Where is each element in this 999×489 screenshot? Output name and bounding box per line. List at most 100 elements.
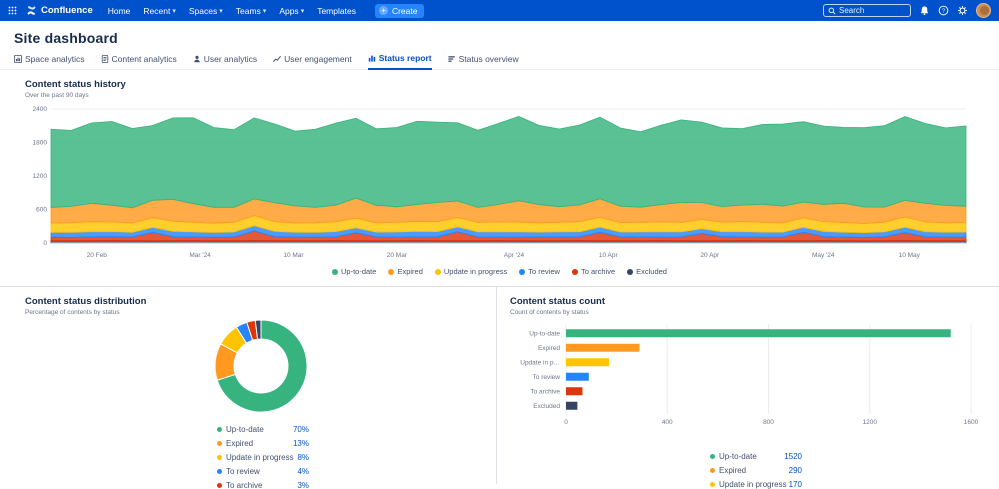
legend-to-archive[interactable]: To archive [571,267,615,276]
search-icon [828,2,836,20]
svg-text:800: 800 [763,419,774,426]
list-item: Up-to-date 1520 [710,449,802,463]
svg-text:Mar '24: Mar '24 [189,252,211,259]
tab-user-analytics[interactable]: User analytics [193,53,257,69]
list-item: Expired 13% [217,436,309,450]
logo-text: Confluence [41,5,93,16]
confluence-logo[interactable]: Confluence [26,5,93,16]
svg-text:Expired: Expired [538,345,560,352]
legend-dot [571,268,578,275]
distribution-subtitle: Percentage of contents by status [25,309,120,316]
nav-item-teams[interactable]: Teams ▾ [235,5,267,16]
svg-text:Apr '24: Apr '24 [504,252,525,259]
user-avatar[interactable] [976,3,991,18]
status-distribution-donut-chart[interactable] [161,318,361,414]
nav-item-spaces[interactable]: Spaces ▾ [188,5,223,16]
bar-chart-legend: Up-to-date 1520 Expired 290 Update in prog… [710,449,802,489]
svg-text:1600: 1600 [964,419,979,426]
help-icon[interactable]: ? [938,5,949,16]
legend-dot [332,268,338,275]
search-input[interactable] [839,6,909,15]
svg-text:To review: To review [533,374,561,381]
content-status-distribution-section: Content status distribution Percentage o… [0,287,497,489]
svg-text:1800: 1800 [33,140,48,147]
svg-text:10 May: 10 May [899,252,921,259]
svg-text:To archive: To archive [530,389,560,396]
search-box[interactable] [823,4,911,17]
nav-item-templates[interactable]: Templates [317,5,356,16]
legend-dot [710,481,715,487]
page-title: Site dashboard [14,30,118,46]
app-switcher-icon[interactable] [8,6,17,15]
user-engagement-icon [273,55,282,62]
svg-text:Update in p…: Update in p… [520,360,560,367]
legend-dot [217,482,222,488]
status-count-bar-chart[interactable]: 0 400 800 1200 1600 Up-to-date Expired Update i… [510,322,990,434]
svg-text:Up-to-date: Up-to-date [529,331,560,338]
svg-text:10 Mar: 10 Mar [283,252,304,259]
main-nav-links: Home Recent ▾ Spaces ▾ Teams ▾ Apps ▾ Templa… [108,6,356,16]
top-navigation: Confluence Home Recent ▾ Spaces ▾ Teams ▾ A… [0,0,999,21]
content-status-count-section: Content status count Count of contents b… [497,287,999,489]
chevron-down-icon: ▾ [219,7,223,15]
legend-to-review[interactable]: To review [519,267,560,276]
legend-dot [710,453,715,459]
legend-excluded[interactable]: Excluded [627,267,667,276]
legend-dot [434,268,441,275]
analytics-tabs: Space analytics Content analytics User a… [0,53,999,70]
svg-text:May '24: May '24 [812,252,835,259]
list-item: To archive 3% [217,478,309,489]
svg-text:?: ? [942,9,946,15]
svg-text:20 Apr: 20 Apr [700,252,720,259]
svg-text:20 Mar: 20 Mar [387,252,408,259]
svg-text:10 Apr: 10 Apr [599,252,619,259]
notifications-bell-icon[interactable] [919,5,930,16]
donut-legend: Up-to-date 70% Expired 13% Update in progr… [217,422,309,489]
svg-text:1200: 1200 [33,173,48,180]
nav-item-recent[interactable]: Recent ▾ [143,5,176,16]
status-report-icon [368,55,375,62]
legend-dot [217,468,222,474]
tab-content-analytics[interactable]: Content analytics [101,53,177,69]
svg-text:600: 600 [36,207,47,214]
legend-dot [710,467,715,473]
list-item: Up-to-date 70% [217,422,309,436]
svg-text:20 Feb: 20 Feb [87,252,108,259]
create-button[interactable]: + Create [374,3,425,18]
chevron-down-icon: ▾ [262,7,267,15]
tab-status-report[interactable]: Status report [367,53,432,70]
legend-up-to-date[interactable]: Up-to-date [332,267,376,276]
status-overview-icon [448,55,455,62]
legend-dot [217,440,222,446]
legend-update-in-progress[interactable]: Update in progress [434,267,507,276]
count-title: Content status count [510,296,605,307]
list-item: To review 4% [217,464,309,478]
space-analytics-icon [14,54,22,63]
svg-text:Excluded: Excluded [533,403,560,410]
legend-dot [217,454,222,460]
history-subtitle: Over the past 90 days [25,92,89,99]
plus-icon: + [378,6,388,15]
distribution-title: Content status distribution [25,296,147,307]
chevron-down-icon: ▾ [300,7,305,15]
tab-space-analytics[interactable]: Space analytics [14,53,85,69]
chevron-down-icon: ▾ [172,7,176,15]
content-analytics-icon [101,54,108,63]
list-item: Expired 290 [710,463,802,477]
tab-user-engagement[interactable]: User engagement [273,53,352,69]
status-history-area-chart[interactable]: 0 600 1200 1800 2400 20 Feb Mar '24 10 Mar 20 Ma… [25,103,970,263]
confluence-logo-icon [27,5,36,16]
settings-gear-icon[interactable] [957,5,968,16]
svg-text:0: 0 [564,419,568,426]
nav-item-home[interactable]: Home [107,5,131,16]
list-item: Update in progress 8% [217,450,309,464]
tab-status-overview[interactable]: Status overview [448,53,519,69]
legend-dot [627,268,634,275]
legend-dot [519,268,526,275]
nav-item-apps[interactable]: Apps ▾ [279,5,305,16]
area-chart-legend: Up-to-date Expired Update in progress To… [25,267,974,286]
legend-expired[interactable]: Expired [388,267,423,276]
user-analytics-icon [193,55,200,62]
svg-text:400: 400 [662,419,673,426]
list-item: Update in progress 170 [710,477,802,489]
